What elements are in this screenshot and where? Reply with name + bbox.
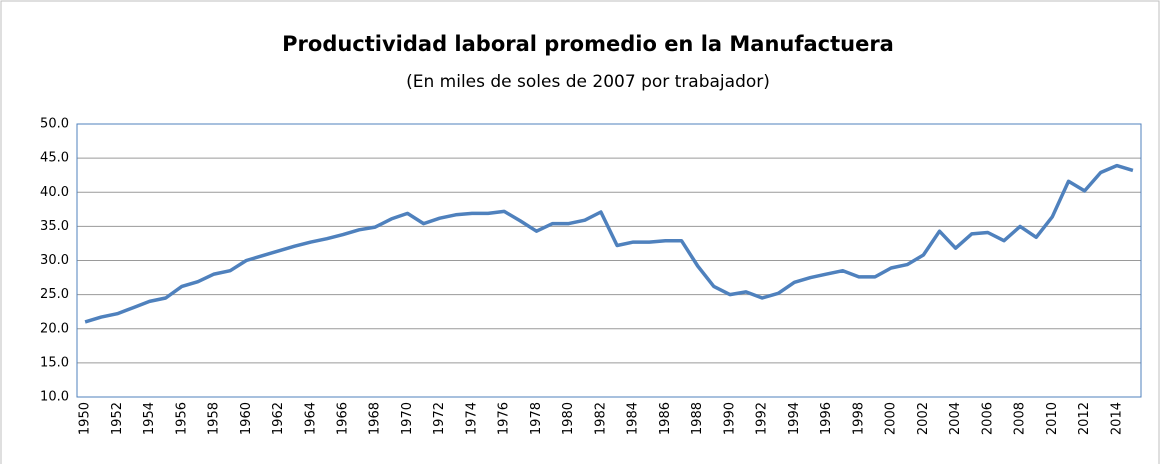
x-tick-label: 2004 (948, 402, 963, 435)
x-tick-label: 1950 (78, 402, 93, 435)
x-tick-label: 1980 (561, 402, 576, 435)
y-tick-label: 30.0 (40, 253, 69, 268)
x-tick-label: 2014 (1109, 402, 1124, 435)
x-tick-label: 1958 (207, 402, 222, 435)
x-tick-label: 1976 (497, 402, 512, 435)
x-tick-label: 2002 (916, 402, 931, 435)
x-tick-label: 1992 (755, 402, 770, 435)
x-tick-label: 1988 (690, 402, 705, 435)
x-tick-label: 1996 (819, 402, 834, 435)
x-tick-label: 1970 (400, 402, 415, 435)
y-tick-label: 40.0 (40, 185, 69, 200)
x-tick-label: 1956 (174, 402, 189, 435)
y-tick-label: 20.0 (40, 321, 69, 336)
x-tick-label: 1990 (722, 402, 737, 435)
x-tick-label: 1960 (239, 402, 254, 435)
x-tick-label: 1984 (626, 402, 641, 435)
x-tick-label: 1968 (368, 402, 383, 435)
x-tick-label: 1954 (142, 402, 157, 435)
x-tick-label: 1972 (432, 402, 447, 435)
x-tick-label: 1974 (464, 402, 479, 435)
y-tick-label: 50.0 (40, 117, 69, 132)
chart-subtitle: (En miles de soles de 2007 por trabajado… (406, 72, 770, 92)
y-tick-label: 35.0 (40, 219, 69, 234)
y-tick-label: 15.0 (40, 355, 69, 370)
y-tick-label: 45.0 (40, 151, 69, 166)
chart-title: Productividad laboral promedio en la Man… (282, 32, 894, 56)
x-tick-label: 1964 (303, 402, 318, 435)
plot-border (76, 123, 1142, 398)
x-tick-label: 2000 (884, 402, 899, 435)
y-tick-label: 25.0 (40, 287, 69, 302)
x-tick-label: 1986 (658, 402, 673, 435)
x-tick-label: 2010 (1045, 402, 1060, 435)
x-tick-label: 1952 (110, 402, 125, 435)
x-tick-label: 2012 (1077, 402, 1092, 435)
data-line (84, 163, 1134, 324)
x-tick-label: 1998 (851, 402, 866, 435)
y-tick-label: 10.0 (40, 390, 69, 405)
x-tick-label: 1994 (787, 402, 802, 435)
x-tick-label: 2006 (980, 402, 995, 435)
x-tick-label: 1978 (529, 402, 544, 435)
x-tick-label: 1962 (271, 402, 286, 435)
x-tick-label: 1966 (336, 402, 351, 435)
x-tick-label: 1982 (593, 402, 608, 435)
x-tick-label: 2008 (1013, 402, 1028, 435)
